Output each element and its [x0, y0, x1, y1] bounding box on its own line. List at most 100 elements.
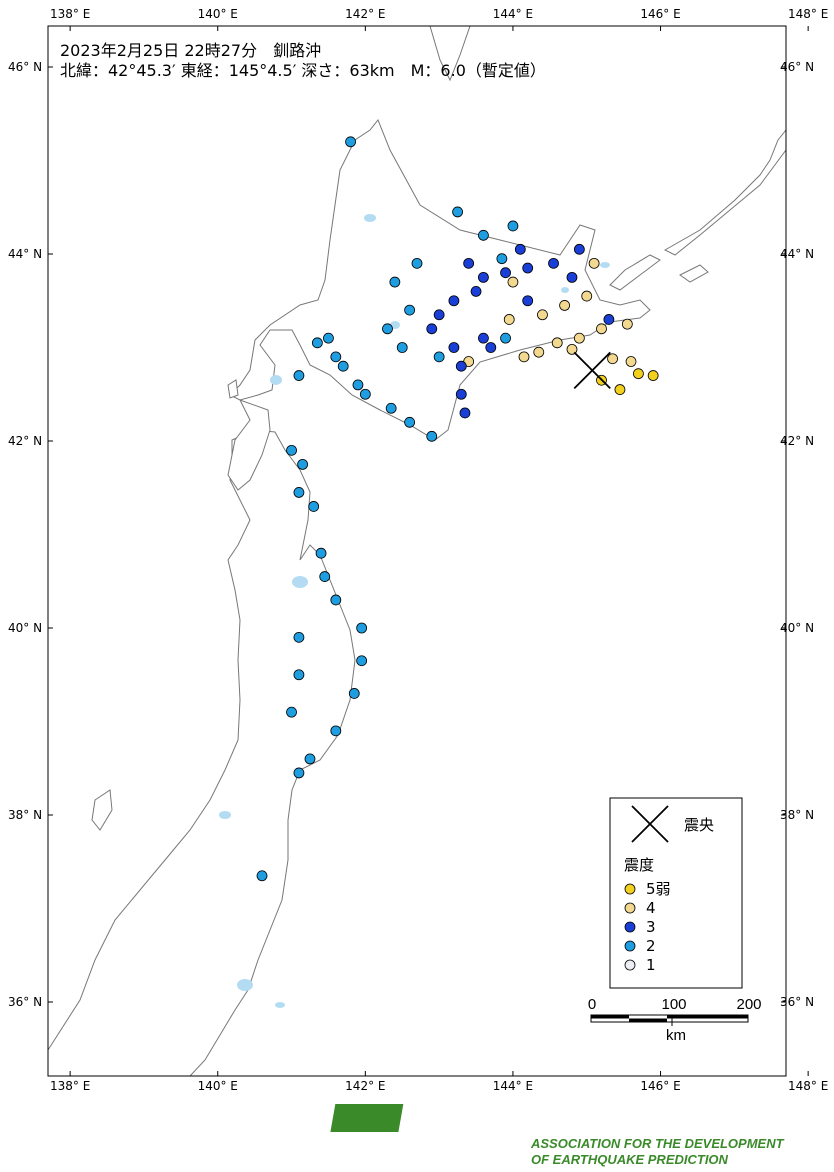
station-marker-intensity-2: [330, 594, 342, 606]
station-marker-intensity-2: [293, 767, 305, 779]
station-marker-intensity-2: [323, 332, 334, 344]
station-marker-intensity-3: [478, 271, 489, 283]
station-marker-intensity-3: [573, 243, 585, 255]
legend-label-1: 4: [646, 899, 656, 917]
station-marker-intensity-5: [633, 368, 644, 380]
station-marker-intensity-3: [514, 243, 526, 255]
station-marker-intensity-4: [559, 300, 570, 311]
station-marker-intensity-2: [404, 304, 416, 316]
station-marker-intensity-4: [551, 337, 563, 349]
header-line2: 北緯：42°45.3′ 東経：145°4.5′ 深さ：63km M：6.0（暫定…: [60, 61, 546, 80]
legend-swatch-1: [624, 902, 636, 914]
station-marker-intensity-2: [352, 379, 364, 391]
station-marker-intensity-3: [433, 309, 445, 321]
station-marker-intensity-2: [293, 370, 305, 381]
legend-swatch-3: [624, 940, 636, 952]
station-marker-intensity-5: [647, 370, 659, 381]
station-marker-intensity-2: [297, 458, 309, 470]
station-marker-intensity-2: [356, 655, 368, 667]
station-marker-intensity-3: [455, 360, 467, 372]
station-marker-intensity-2: [396, 342, 408, 353]
station-marker-intensity-2: [359, 388, 371, 400]
station-marker-intensity-2: [433, 351, 445, 363]
scale-bar: 0 100 200 km: [588, 996, 762, 1044]
station-marker-intensity-2: [315, 547, 327, 559]
lat-tick-label-right-46: 46° N: [780, 60, 814, 74]
station-marker-intensity-4: [607, 353, 618, 365]
legend-swatch-4: [624, 959, 636, 971]
lat-tick-label-right-40: 40° N: [780, 621, 814, 635]
lon-tick-label-top-144: 144° E: [493, 7, 533, 21]
station-marker-intensity-3: [548, 257, 559, 269]
station-marker-intensity-4: [533, 346, 545, 358]
scale-tick-0: 0: [588, 996, 596, 1013]
station-marker-intensity-3: [478, 332, 489, 344]
station-marker-intensity-2: [404, 416, 416, 428]
map-frame: [47, 25, 787, 1077]
station-marker-intensity-4: [566, 343, 578, 355]
station-marker-intensity-3: [459, 407, 471, 419]
station-marker-intensity-2: [330, 725, 342, 737]
station-marker-intensity-2: [345, 136, 356, 148]
lat-tick-label-right-38: 38° N: [780, 808, 814, 822]
lat-tick-label-left-42: 42° N: [8, 434, 42, 448]
station-marker-intensity-3: [603, 314, 615, 325]
station-marker-intensity-4: [507, 276, 519, 288]
station-marker-intensity-2: [500, 332, 511, 344]
legend-epicenter-label: 震央: [684, 816, 714, 834]
logo-line1: ASSOCIATION FOR THE DEVELOPMENT: [530, 1136, 785, 1151]
station-marker-intensity-2: [426, 430, 438, 442]
station-marker-intensity-3: [463, 257, 475, 269]
station-marker-intensity-2: [304, 753, 316, 765]
station-marker-intensity-2: [286, 706, 297, 718]
station-marker-intensity-2: [256, 870, 268, 882]
station-marker-intensity-3: [470, 285, 482, 297]
station-marker-intensity-2: [411, 257, 423, 269]
lat-tick-label-left-44: 44° N: [8, 247, 42, 261]
station-marker-intensity-4: [503, 314, 515, 325]
lon-tick-label-bottom-138: 138° E: [50, 1079, 90, 1093]
station-marker-intensity-2: [308, 501, 320, 512]
station-marker-intensity-3: [485, 342, 497, 353]
station-marker-intensity-2: [293, 631, 305, 643]
legend-swatch-0: [624, 883, 636, 895]
station-marker-intensity-5: [614, 384, 626, 395]
lon-tick-label-bottom-142: 142° E: [345, 1079, 385, 1093]
station-marker-intensity-4: [621, 318, 633, 330]
lon-tick-label-top-138: 138° E: [50, 7, 90, 21]
station-marker-intensity-4: [625, 356, 637, 367]
station-marker-intensity-2: [330, 351, 342, 363]
station-marker-intensity-3: [455, 388, 467, 400]
station-marker-intensity-2: [478, 229, 489, 241]
station-marker-intensity-2: [286, 444, 297, 456]
station-marker-intensity-3: [522, 295, 534, 307]
legend-label-4: 1: [646, 956, 656, 974]
stations-layer: [256, 136, 659, 882]
lon-tick-label-bottom-148: 148° E: [788, 1079, 828, 1093]
adep-logo: ADEP ASSOCIATION FOR THE DEVELOPMENT OF …: [330, 1104, 785, 1167]
epicenter-cross-icon: [573, 351, 611, 390]
station-marker-intensity-3: [522, 262, 534, 274]
station-marker-intensity-2: [293, 487, 305, 498]
legend-label-3: 2: [646, 937, 656, 955]
station-marker-intensity-3: [448, 295, 460, 307]
station-marker-intensity-4: [518, 351, 530, 363]
header-line1: 2023年2月25日 22時27分 釧路沖: [60, 41, 321, 60]
logo-abbr: ADEP: [531, 1106, 593, 1131]
station-marker-intensity-2: [311, 337, 323, 349]
station-marker-intensity-3: [500, 267, 511, 279]
scale-tick-200: 200: [736, 996, 761, 1013]
station-marker-intensity-4: [537, 309, 548, 321]
scale-tick-100: 100: [661, 996, 686, 1013]
station-marker-intensity-3: [566, 271, 578, 283]
station-marker-intensity-2: [385, 402, 397, 414]
legend-label-0: 5弱: [646, 880, 671, 898]
lat-tick-label-left-40: 40° N: [8, 621, 42, 635]
station-marker-intensity-2: [452, 206, 463, 218]
lat-tick-label-left-46: 46° N: [8, 60, 42, 74]
station-marker-intensity-2: [507, 220, 519, 232]
legend-swatch-2: [624, 921, 636, 933]
station-marker-intensity-4: [581, 290, 593, 302]
